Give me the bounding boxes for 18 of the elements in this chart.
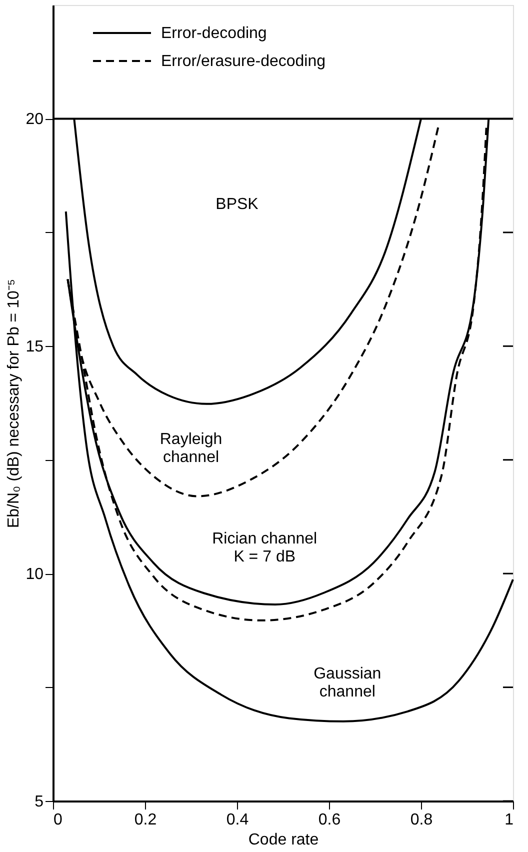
x-tick-label: 0.2 — [134, 812, 157, 828]
legend-label: Error-decoding — [161, 25, 267, 42]
x-tick-label: 0.4 — [226, 812, 249, 828]
annotation: Rayleigh channel — [160, 430, 222, 466]
legend-label: Error/erasure-decoding — [161, 53, 326, 70]
y-tick-label: 15 — [26, 338, 44, 356]
x-tick-label: 0 — [54, 812, 62, 828]
y-tick-label: 20 — [26, 111, 44, 128]
x-axis-title: Code rate — [248, 832, 319, 848]
annotation: BPSK — [216, 196, 259, 213]
x-tick-label: 0.6 — [318, 812, 341, 828]
y-axis-title: Eb/N₀ (dB) necessary for Pb = 10⁻⁵ — [6, 278, 23, 528]
annotation: Rician channel K = 7 dB — [212, 530, 318, 566]
annotation: Gaussian channel — [314, 666, 382, 701]
y-tick-label: 10 — [26, 566, 44, 584]
x-tick-label: 1 — [504, 812, 514, 828]
y-tick-label: 5 — [34, 794, 44, 810]
x-tick-label: 0.8 — [410, 812, 433, 828]
